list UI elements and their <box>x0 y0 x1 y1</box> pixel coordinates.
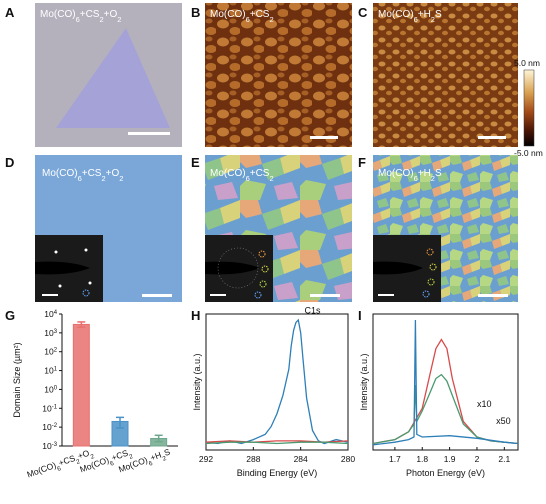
panel-letter-G: G <box>5 308 15 323</box>
chartH-series-green <box>205 441 349 445</box>
chartH-x-tick-label: 284 <box>294 454 308 464</box>
saed-spot-marker-D <box>82 289 90 297</box>
g-y-tick-label: 104 <box>44 309 57 319</box>
inset-scale-bar-D <box>42 294 58 296</box>
g-y-axis-label: Domain Size (µm²) <box>12 342 22 417</box>
scale-bar-A <box>128 132 170 135</box>
chartI-x-tick-label: 1.7 <box>389 454 401 464</box>
chartI-x-tick-label: 1.9 <box>444 454 456 464</box>
afm-image-B <box>205 3 352 147</box>
label-A: Mo(CO)6+CS2+O2 <box>40 9 121 24</box>
triangle-domain <box>56 28 170 128</box>
saed-spot-marker-F1 <box>426 248 434 256</box>
saed-spot-marker-F4 <box>422 290 430 298</box>
chartI-series-red <box>372 338 519 445</box>
i-annotation-x10: x10 <box>477 399 492 409</box>
g-y-tick-label: 100 <box>44 384 57 394</box>
saed-ring-E <box>217 247 259 289</box>
panel-letter-I: I <box>358 308 362 323</box>
inset-scale-bar-E <box>210 294 226 296</box>
label-D: Mo(CO)6+CS2+O2 <box>42 168 123 183</box>
chartI-x-tick-label: 1.8 <box>416 454 428 464</box>
chartH-x-tick-label: 288 <box>246 454 260 464</box>
chartI-x-axis-label: Photon Energy (eV) <box>406 468 485 478</box>
chartH-frame <box>205 313 349 451</box>
panel-letter-F: F <box>358 155 366 170</box>
panel-letter-H: H <box>191 308 200 323</box>
label-C: Mo(CO)6+H2S <box>378 9 442 24</box>
scale-bar-C <box>478 136 506 139</box>
saed-spot-marker-E2 <box>261 265 269 273</box>
scale-bar-D <box>142 294 172 297</box>
saed-beamstop-D <box>35 261 90 275</box>
label-E: Mo(CO)6+CS2 <box>210 168 274 183</box>
i-annotation-x50: x50 <box>496 416 511 426</box>
h-annotation: C1s <box>304 305 321 315</box>
chartI-x-tick-label: 2 <box>475 454 480 464</box>
chartH-x-tick-label: 292 <box>199 454 213 464</box>
scale-bar-B <box>310 136 338 139</box>
saed-spot-marker-E1 <box>258 250 266 258</box>
chartH-x-axis-label: Binding Energy (eV) <box>237 468 318 478</box>
saed-spot-marker-F2 <box>429 263 437 271</box>
saed-spot-marker-F3 <box>427 278 435 286</box>
scale-bar-F <box>478 294 508 297</box>
panel-letter-C: C <box>358 5 368 20</box>
chartI-frame <box>372 313 519 451</box>
g-bar <box>72 323 90 447</box>
scale-bar-E <box>310 294 340 297</box>
g-y-tick-label: 10-1 <box>42 403 57 413</box>
chartI-series-blue <box>372 319 519 446</box>
afm-image-C <box>373 3 518 147</box>
g-y-tick-label: 10-3 <box>42 441 57 451</box>
chart-H: 292 288 284 280 Binding Energy (eV) Intensity… <box>192 305 355 478</box>
panel-letter-B: B <box>191 5 200 20</box>
colorbar-min: -5.0 nm <box>514 148 543 158</box>
g-y-tick-label: 10-2 <box>42 422 57 432</box>
colorbar-max: 5.0 nm <box>514 58 540 68</box>
g-y-tick-label: 101 <box>44 366 57 376</box>
inset-scale-bar-F <box>378 294 394 296</box>
chartH-x-tick-label: 280 <box>341 454 355 464</box>
saed-spot-marker-E3 <box>259 280 267 288</box>
chartH-series-blue <box>205 318 349 445</box>
label-B: Mo(CO)6+CS2 <box>210 9 274 24</box>
g-y-tick-label: 103 <box>44 328 57 338</box>
panel-letter-A: A <box>5 5 15 20</box>
chartI-series-green <box>372 373 519 445</box>
saed-beamstop-E <box>205 261 260 275</box>
height-colorbar <box>523 69 535 147</box>
saed-beamstop-F <box>373 261 423 275</box>
panel-letter-D: D <box>5 155 14 170</box>
chartH-y-axis-label: Intensity (a.u.) <box>192 353 202 410</box>
chartI-y-axis-label: Intensity (a.u.) <box>359 353 369 410</box>
chart-G: 104 103 102 101 100 10-1 10-2 10-3 Domain Size (… <box>12 309 178 480</box>
panel-letter-E: E <box>191 155 200 170</box>
chart-I: 1.7 1.8 1.9 2 2.1 Photon Energy (eV) Intensity… <box>359 313 519 478</box>
label-F: Mo(CO)6+H2S <box>378 168 442 183</box>
g-y-tick-label: 102 <box>44 347 57 357</box>
chartI-x-tick-label: 2.1 <box>498 454 510 464</box>
saed-spot-marker-E4 <box>254 291 262 299</box>
